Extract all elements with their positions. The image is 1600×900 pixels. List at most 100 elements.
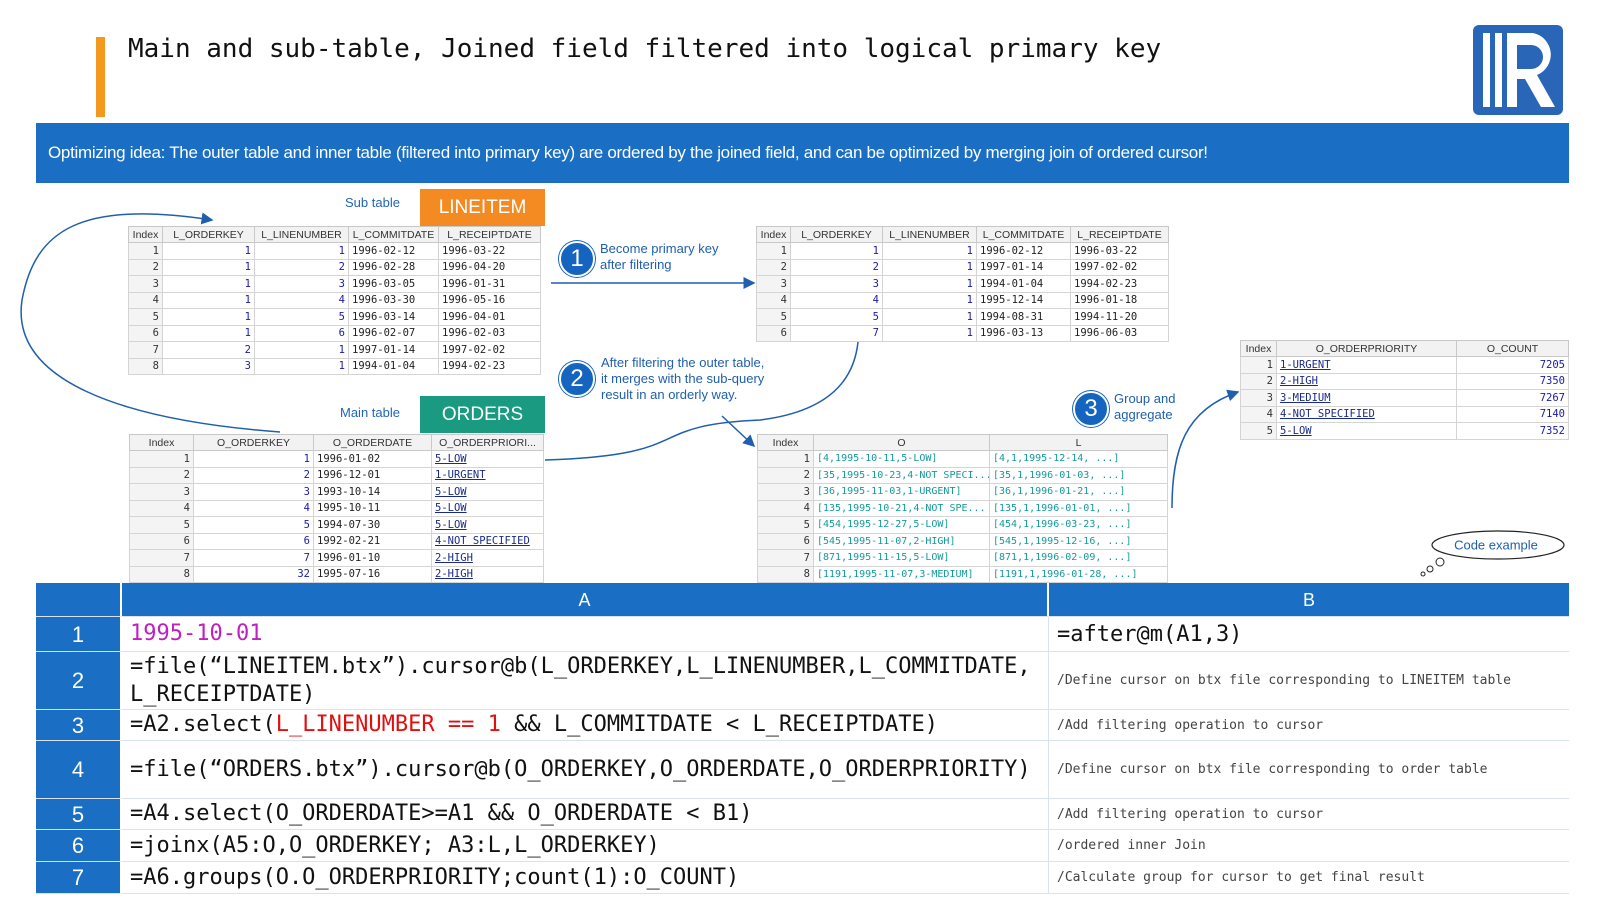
data-table: Index O L 1 [4,1995-10-11,5-LOW] [4,1,1995-12… bbox=[757, 434, 1168, 583]
table-cell: 1 bbox=[882, 275, 977, 293]
table-cell: [454,1,1996-03-23, ...] bbox=[989, 516, 1168, 534]
table-row: 3 3-MEDIUM 7267 bbox=[1240, 389, 1569, 407]
table-cell: 5-LOW bbox=[1276, 422, 1457, 440]
table-cell: 1 bbox=[162, 258, 255, 276]
table-cell: [4,1995-10-11,5-LOW] bbox=[813, 450, 990, 468]
header-row: Index O_ORDERPRIORITY O_COUNT bbox=[1240, 340, 1569, 357]
table-cell: 3 bbox=[757, 483, 814, 501]
table-cell: 1996-03-13 bbox=[976, 324, 1071, 342]
row-index: 3 bbox=[36, 710, 122, 741]
table-row: 6 1 6 1996-02-07 1996-02-03 bbox=[128, 324, 541, 342]
arrow bbox=[544, 341, 859, 461]
column-header: L_RECEIPTDATE bbox=[438, 226, 541, 243]
table-cell: 1995-07-16 bbox=[313, 565, 432, 583]
table-row: 1 1 1 1996-02-12 1996-03-22 bbox=[128, 242, 541, 260]
table-cell: 1994-01-04 bbox=[976, 275, 1071, 293]
table-cell: 3 bbox=[162, 357, 255, 375]
sub-table-name: LINEITEM bbox=[420, 189, 545, 226]
table-cell: [135,1,1996-01-01, ...] bbox=[989, 499, 1168, 517]
table-cell: 7 bbox=[790, 324, 883, 342]
table-cell: 2 bbox=[790, 258, 883, 276]
table-cell: 1997-01-14 bbox=[976, 258, 1071, 276]
table-cell: 1994-07-30 bbox=[313, 516, 432, 534]
formula-segment: =file(“LINEITEM.btx”).cursor@b(L_ORDERKE… bbox=[130, 653, 1031, 707]
code-formula: =joinx(A5:O,O_ORDERKEY; A3:L,L_ORDERKEY) bbox=[122, 830, 1049, 862]
table-row: 5 5 1 1994-08-31 1994-11-20 bbox=[756, 308, 1169, 326]
table-cell: 5 bbox=[128, 308, 163, 326]
table-cell: 5 bbox=[757, 516, 814, 534]
column-header: O_ORDERKEY bbox=[193, 434, 314, 451]
table-row: 7 7 1996-01-10 2-HIGH bbox=[129, 549, 544, 567]
table-row: 8 [1191,1995-11-07,3-MEDIUM] [1191,1,1996-… bbox=[757, 565, 1168, 583]
table-cell: [545,1995-11-07,2-HIGH] bbox=[813, 532, 990, 550]
table-cell: 5 bbox=[129, 516, 194, 534]
step-line: it merges with the sub-query bbox=[601, 371, 765, 386]
table-cell: 2 bbox=[193, 466, 314, 484]
table-cell: 1996-04-20 bbox=[438, 258, 541, 276]
table-row: 4 1 4 1996-03-30 1996-05-16 bbox=[128, 291, 541, 309]
step-line: After filtering the outer table, bbox=[601, 355, 765, 370]
table-cell: 7205 bbox=[1456, 356, 1569, 374]
table-cell: 4 bbox=[757, 499, 814, 517]
table-row: 4 4 1995-10-11 5-LOW bbox=[129, 499, 544, 517]
table-cell: 1 bbox=[162, 324, 255, 342]
slide-title: Main and sub-table, Joined field filtere… bbox=[128, 34, 1162, 64]
table-cell: 4 bbox=[193, 499, 314, 517]
main-table-name: ORDERS bbox=[420, 396, 545, 433]
table-row: 2 2 1 1997-01-14 1997-02-02 bbox=[756, 258, 1169, 276]
table-row: 5 5 1994-07-30 5-LOW bbox=[129, 516, 544, 534]
table-cell: [135,1995-10-21,4-NOT SPE... bbox=[813, 499, 990, 517]
row-index: 6 bbox=[36, 830, 122, 862]
table-row: 3 3 1 1994-01-04 1994-02-23 bbox=[756, 275, 1169, 293]
row-index: 7 bbox=[36, 862, 122, 894]
cloud-dot bbox=[1426, 565, 1434, 573]
table-cell: 1993-10-14 bbox=[313, 483, 432, 501]
code-comment: /Define cursor on btx file corresponding… bbox=[1049, 741, 1569, 799]
arrow bbox=[721, 415, 756, 448]
table-cell: 2-HIGH bbox=[431, 565, 544, 583]
table-row: 8 3 1 1994-01-04 1994-02-23 bbox=[128, 357, 541, 375]
table-cell: 1996-12-01 bbox=[313, 466, 432, 484]
table-cell: [545,1,1995-12-16, ...] bbox=[989, 532, 1168, 550]
table-cell: 1996-02-03 bbox=[438, 324, 541, 342]
table-row: 6 7 1 1996-03-13 1996-06-03 bbox=[756, 324, 1169, 342]
table-cell: 4 bbox=[790, 291, 883, 309]
formula-text: =A4.select(O_ORDERDATE>=A1 && O_ORDERDAT… bbox=[130, 800, 753, 828]
table-cell: 2 bbox=[162, 341, 255, 359]
table-cell: 1994-01-04 bbox=[348, 357, 439, 375]
table-cell: 1 bbox=[129, 450, 194, 468]
code-header: B bbox=[1049, 583, 1569, 617]
table-cell: 1997-02-02 bbox=[1070, 258, 1169, 276]
table-cell: 1 bbox=[193, 450, 314, 468]
data-table: Index L_ORDERKEY L_LINENUMBER L_COMMITDATE L… bbox=[756, 226, 1169, 342]
table-cell: 2 bbox=[129, 466, 194, 484]
step-text: Become primary key after filtering bbox=[600, 241, 718, 273]
table-cell: 1992-02-21 bbox=[313, 532, 432, 550]
step-text: After filtering the outer table, it merge… bbox=[601, 355, 764, 403]
table-cell: [454,1995-12-27,5-LOW] bbox=[813, 516, 990, 534]
code-formula: =file(“ORDERS.btx”).cursor@b(O_ORDERKEY,… bbox=[122, 741, 1049, 799]
data-table: Index O_ORDERPRIORITY O_COUNT 1 1-URGENT 7205… bbox=[1240, 340, 1569, 440]
row-index: 2 bbox=[36, 652, 122, 710]
table-cell: 1 bbox=[757, 450, 814, 468]
code-formula: =file(“LINEITEM.btx”).cursor@b(L_ORDERKE… bbox=[122, 652, 1049, 710]
header-row: Index L_ORDERKEY L_LINENUMBER L_COMMITDATE L… bbox=[128, 226, 541, 243]
table-cell: 7267 bbox=[1456, 389, 1569, 407]
table-cell: 1 bbox=[162, 242, 255, 260]
table-cell: 1 bbox=[882, 242, 977, 260]
table-cell: 1 bbox=[162, 291, 255, 309]
table-cell: 1996-05-16 bbox=[438, 291, 541, 309]
code-formula: =A2.select(L_LINENUMBER == 1 && L_COMMIT… bbox=[122, 710, 1049, 741]
step-line: after filtering bbox=[600, 257, 672, 272]
column-header: Index bbox=[757, 434, 814, 451]
table-cell: 1995-12-14 bbox=[976, 291, 1071, 309]
table-cell: 6 bbox=[756, 324, 791, 342]
table-cell: 8 bbox=[128, 357, 163, 375]
table-cell: 1 bbox=[254, 341, 349, 359]
code-formula: =A6.groups(O.O_ORDERPRIORITY;count(1):O_… bbox=[122, 862, 1049, 894]
table-cell: 1996-01-18 bbox=[1070, 291, 1169, 309]
row-index: 4 bbox=[36, 741, 122, 799]
formula-text: =A6.groups(O.O_ORDERPRIORITY;count(1):O_… bbox=[130, 864, 739, 892]
table-cell: 1 bbox=[162, 275, 255, 293]
logo-bar bbox=[1495, 33, 1502, 107]
